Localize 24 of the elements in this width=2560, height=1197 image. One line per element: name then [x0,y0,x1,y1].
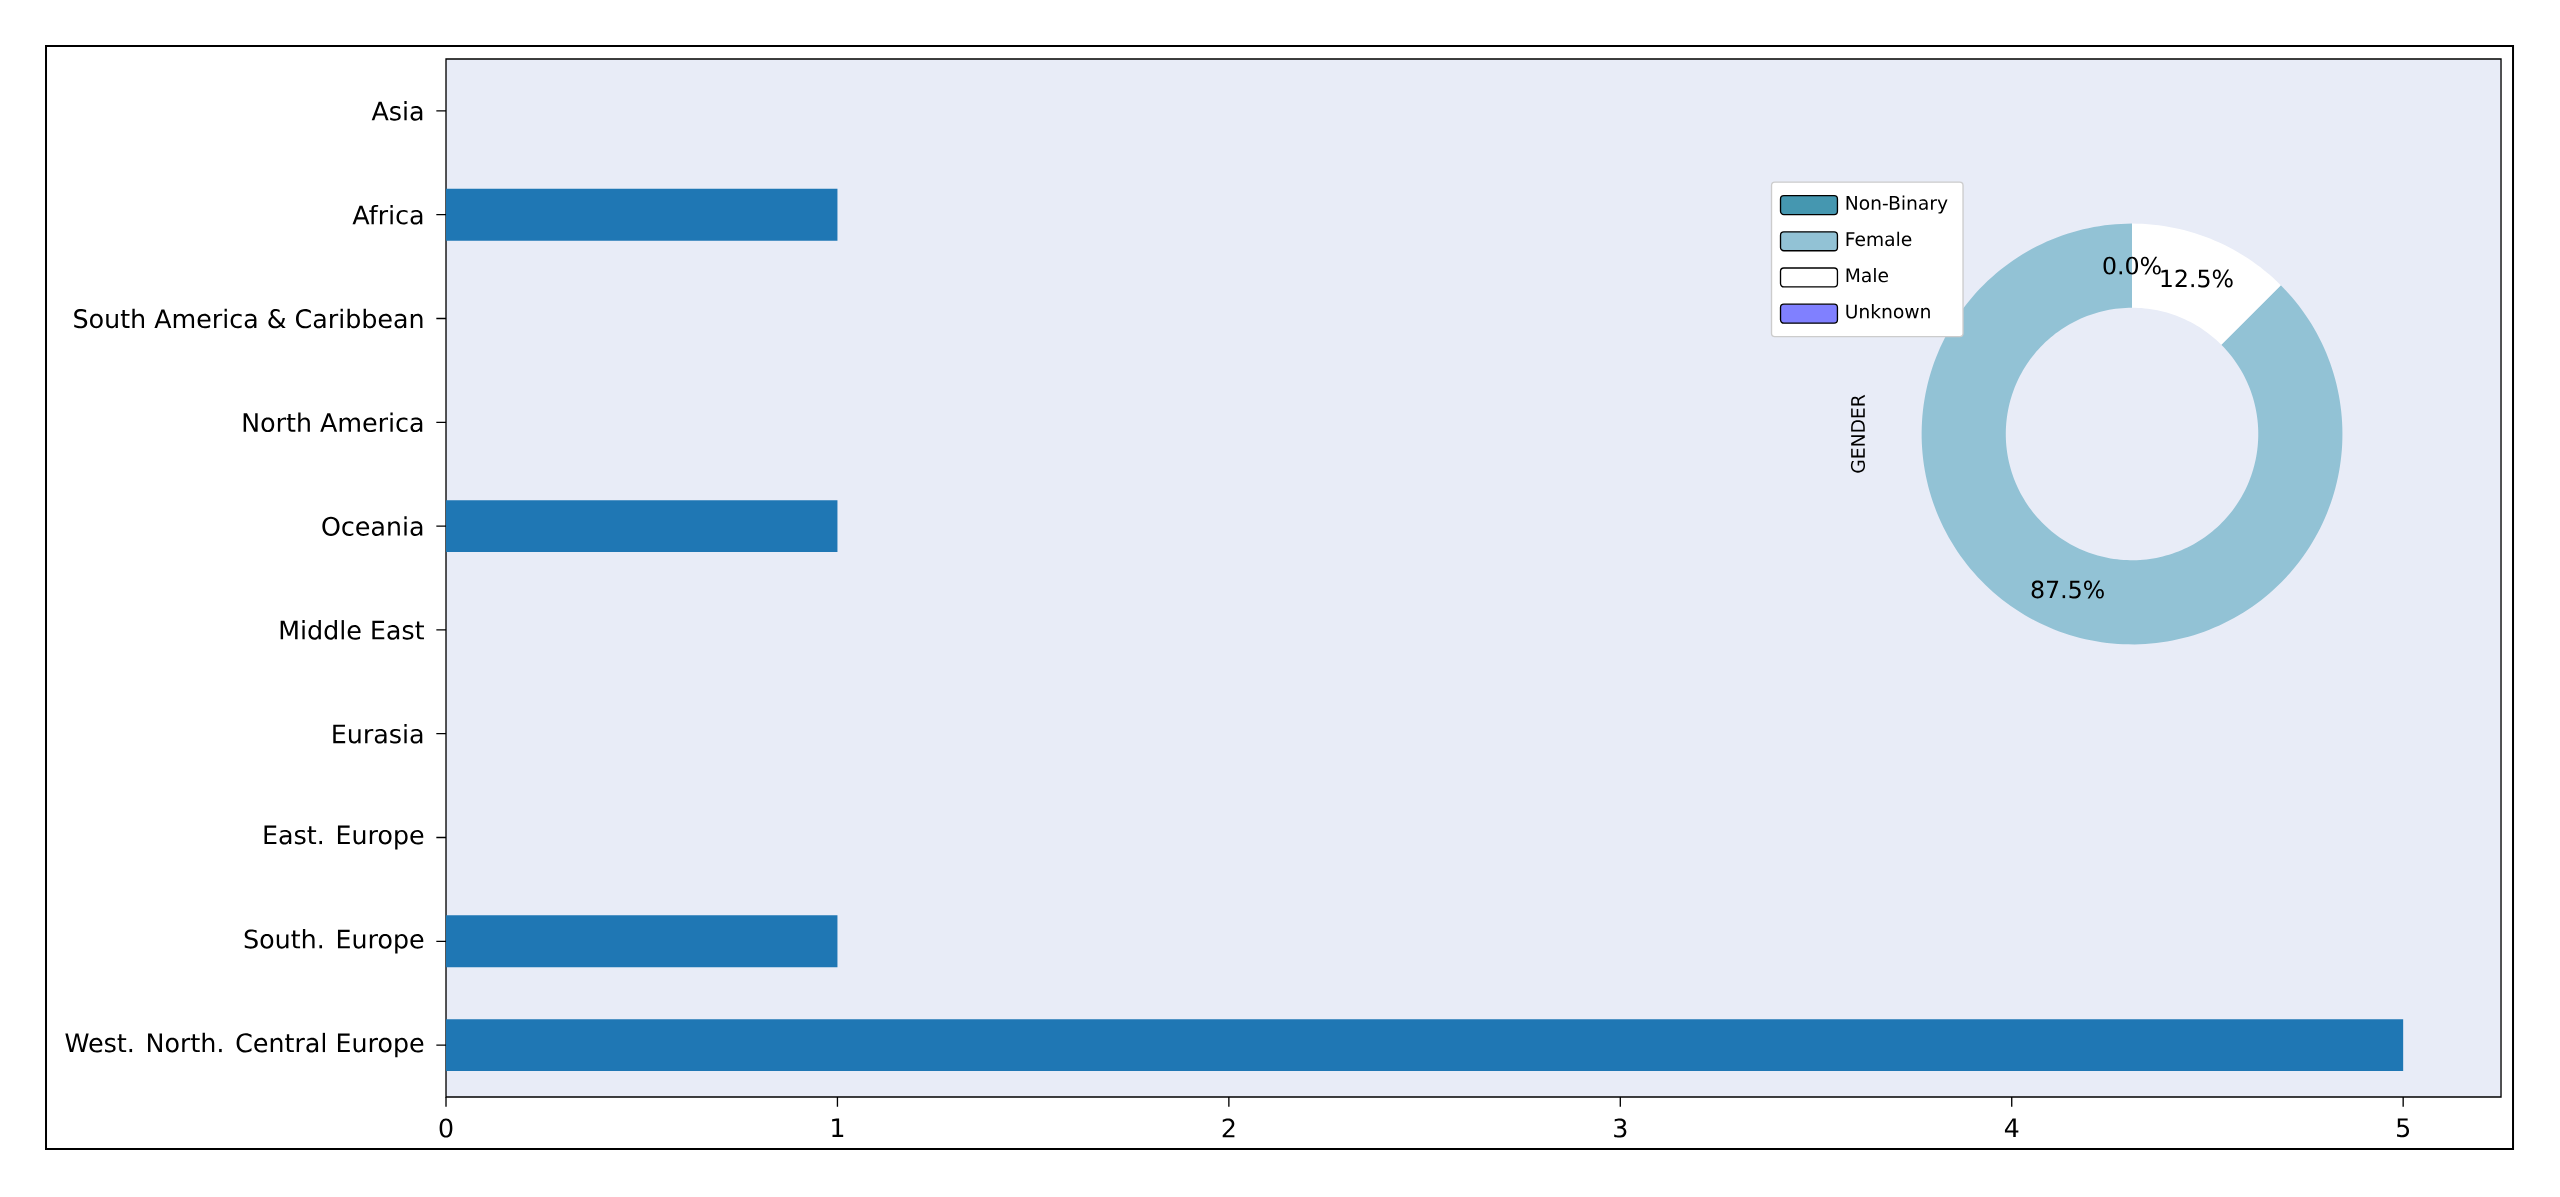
data-label: 87.5% [2031,580,2104,599]
x-tick-label: 5 [2397,1118,2410,1138]
x-tick-label: 4 [2004,1118,2019,1137]
y-tick-label: Africa [352,204,423,225]
y-tick-label: East. Europe [264,825,424,850]
x-tick-label: 3 [1614,1118,1627,1138]
text: GENDER [1850,394,1866,473]
text: 0.0% [2103,256,2161,275]
legend-label: Male [1846,267,1889,283]
legend-label: Unknown [1846,304,1930,319]
y-tick-label: North America [243,412,423,433]
x-tick-label: 2 [1222,1118,1235,1138]
x-tick-label: 0 [439,1118,453,1138]
y-tick-label: West. North. Central Europe [65,1032,424,1058]
y-tick-label: South America & Caribbean [74,308,423,329]
legend-label: Female [1846,231,1912,247]
y-tick-label: Eurasia [333,723,423,744]
x-tick-label: 1 [832,1118,844,1137]
y-tick-label: Middle East [280,620,424,640]
y-tick-label: South. Europe [244,929,424,954]
y-tick-label: Oceania [322,516,423,536]
data-label: 12.5% [2161,269,2233,288]
y-tick-label: Asia [371,101,423,121]
legend-label: Non-Binary [1846,195,1948,214]
